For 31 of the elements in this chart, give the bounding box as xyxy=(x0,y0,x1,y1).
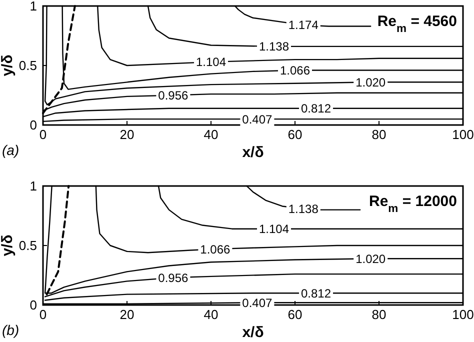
text: (b) xyxy=(2,322,20,338)
x-tick-label: 40 xyxy=(204,307,218,322)
x-tick-label: 80 xyxy=(372,307,386,322)
x-tick-label: 60 xyxy=(288,127,302,142)
series-label: 1.066 xyxy=(280,63,310,78)
x-tick-label: 0 xyxy=(39,127,47,142)
annotation: Re$_{m}$ = 4560 xyxy=(377,13,457,35)
series-label: 0.812 xyxy=(300,286,332,300)
x-axis-title: x/δ xyxy=(242,324,264,341)
y-tick-label: 1 xyxy=(30,178,37,194)
x-tick-label: 20 xyxy=(120,307,134,322)
x-tick-label: 40 xyxy=(204,127,218,142)
y-axis-title: y/δ xyxy=(0,234,16,256)
y-tick-label: 1 xyxy=(30,0,37,14)
annotation: Re$_{m}$ = 12000 xyxy=(368,193,457,215)
x-tick-label: 80 xyxy=(372,127,386,142)
series-label: 1.020 xyxy=(356,75,386,90)
series-label: 1.138 xyxy=(258,40,290,54)
y-axis-title: y/δ xyxy=(0,54,16,76)
x-tick-label: 0 xyxy=(39,307,47,322)
series-label: 1.104 xyxy=(258,222,290,236)
x-axis-title: x/δ xyxy=(242,144,264,161)
x-tick-label: 100 xyxy=(452,307,474,322)
x-tick-label: 60 xyxy=(288,307,302,322)
text: (a) xyxy=(2,142,20,158)
x-tick-label: 100 xyxy=(452,127,474,142)
y-tick-label: 0.5 xyxy=(18,238,37,254)
y-tick-label: 0.5 xyxy=(18,58,37,74)
x-tick-label: 20 xyxy=(120,127,134,142)
series-label: 1.020 xyxy=(356,252,386,266)
series-label: 0.812 xyxy=(300,102,332,116)
